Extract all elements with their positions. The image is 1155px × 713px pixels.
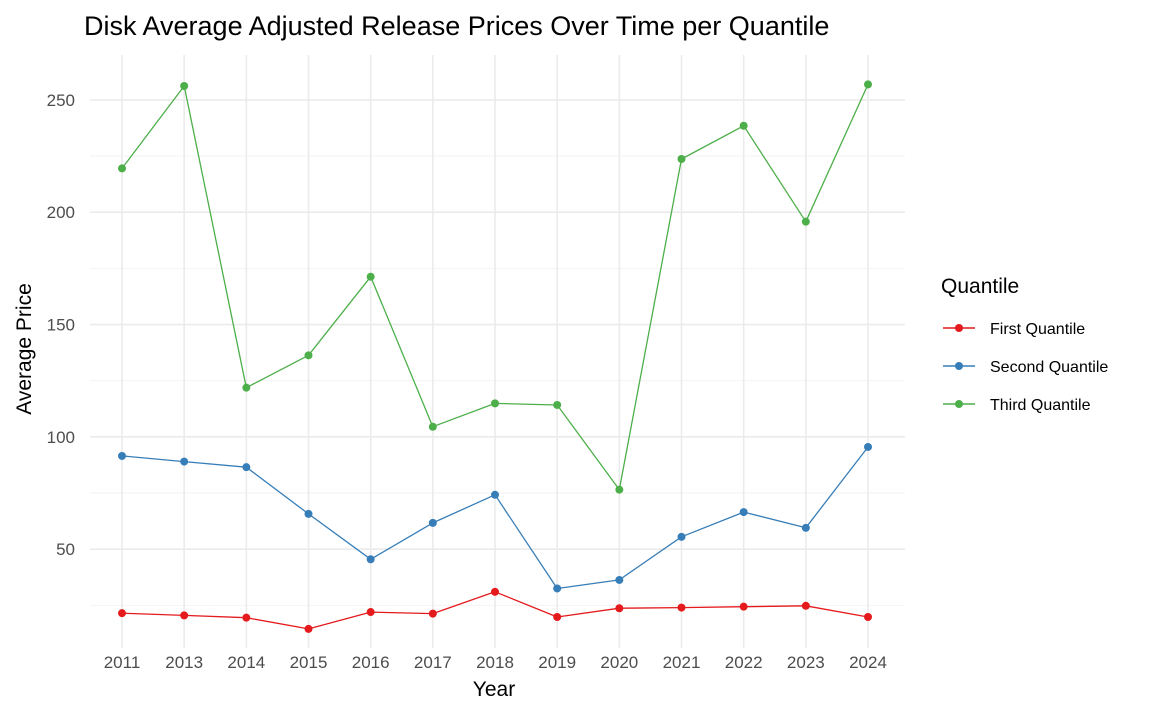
data-point (864, 613, 872, 622)
legend-key-point (955, 324, 963, 332)
data-point (118, 164, 126, 173)
data-point (366, 608, 375, 617)
data-point (553, 613, 562, 622)
x-tick-label: 2023 (787, 653, 825, 672)
x-tick-label: 2011 (104, 653, 141, 672)
data-point (615, 604, 624, 613)
data-point (242, 383, 251, 392)
x-tick-label: 2022 (725, 653, 763, 672)
data-point (553, 400, 562, 409)
series-first-quantile (118, 587, 872, 633)
legend-label: First Quantile (990, 321, 1085, 338)
legend-item: Second Quantile (943, 359, 1108, 376)
data-point (677, 532, 686, 541)
data-point (118, 451, 126, 460)
data-point (304, 624, 313, 633)
x-tick-label: 2019 (538, 653, 576, 672)
data-point (242, 613, 251, 622)
series-layer (118, 80, 872, 633)
data-point (304, 509, 313, 518)
legend: Quantile First Quantile Second Quantile Th… (941, 275, 1108, 414)
data-point (180, 81, 189, 90)
data-point (615, 575, 624, 584)
data-point (677, 603, 686, 612)
data-point (739, 121, 748, 130)
data-point (180, 611, 189, 620)
data-point (801, 217, 810, 226)
data-point (428, 609, 437, 618)
data-point (801, 601, 810, 610)
data-point (491, 490, 499, 499)
axes: 50 100 150 200 250 2011 2013 2014 2015 2016 2017 20… (47, 91, 887, 672)
legend-label: Second Quantile (990, 359, 1108, 376)
x-tick-label: 2018 (476, 653, 514, 672)
legend-title: Quantile (941, 275, 1019, 298)
data-point (739, 508, 748, 517)
x-tick-label: 2015 (290, 653, 328, 672)
legend-key-point (955, 400, 963, 408)
data-point (801, 523, 810, 532)
data-point (180, 457, 189, 466)
y-tick-label: 100 (47, 428, 75, 447)
data-point (304, 351, 313, 360)
x-axis-title: Year (473, 678, 515, 701)
x-tick-label: 2014 (227, 653, 265, 672)
chart-title: Disk Average Adjusted Release Prices Ove… (84, 11, 829, 41)
y-tick-label: 150 (47, 316, 75, 335)
legend-label: Third Quantile (990, 397, 1091, 414)
x-tick-label: 2016 (352, 653, 390, 672)
data-point (428, 518, 437, 527)
data-point (491, 399, 499, 408)
x-tick-label: 2024 (849, 653, 887, 672)
data-point (553, 584, 562, 593)
x-tick-label: 2017 (414, 653, 452, 672)
data-point (739, 602, 748, 611)
data-point (366, 272, 375, 281)
data-point (864, 80, 872, 89)
legend-item: First Quantile (943, 321, 1085, 338)
y-tick-label: 50 (56, 540, 75, 559)
y-axis-title: Average Price (13, 283, 36, 415)
data-point (615, 485, 624, 494)
x-tick-label: 2013 (165, 653, 203, 672)
data-point (491, 587, 499, 596)
data-point (366, 555, 375, 564)
series-third-quantile (118, 80, 872, 494)
data-point (118, 609, 126, 618)
series-second-quantile (118, 442, 872, 593)
data-point (677, 154, 686, 163)
x-tick-label: 2021 (663, 653, 701, 672)
legend-key-point (955, 362, 963, 370)
data-point (242, 463, 251, 472)
y-tick-label: 250 (47, 91, 75, 110)
legend-item: Third Quantile (943, 397, 1091, 414)
grid (90, 55, 905, 648)
x-tick-label: 2020 (600, 653, 638, 672)
data-point (428, 422, 437, 431)
data-point (864, 442, 872, 451)
y-tick-label: 200 (47, 203, 75, 222)
